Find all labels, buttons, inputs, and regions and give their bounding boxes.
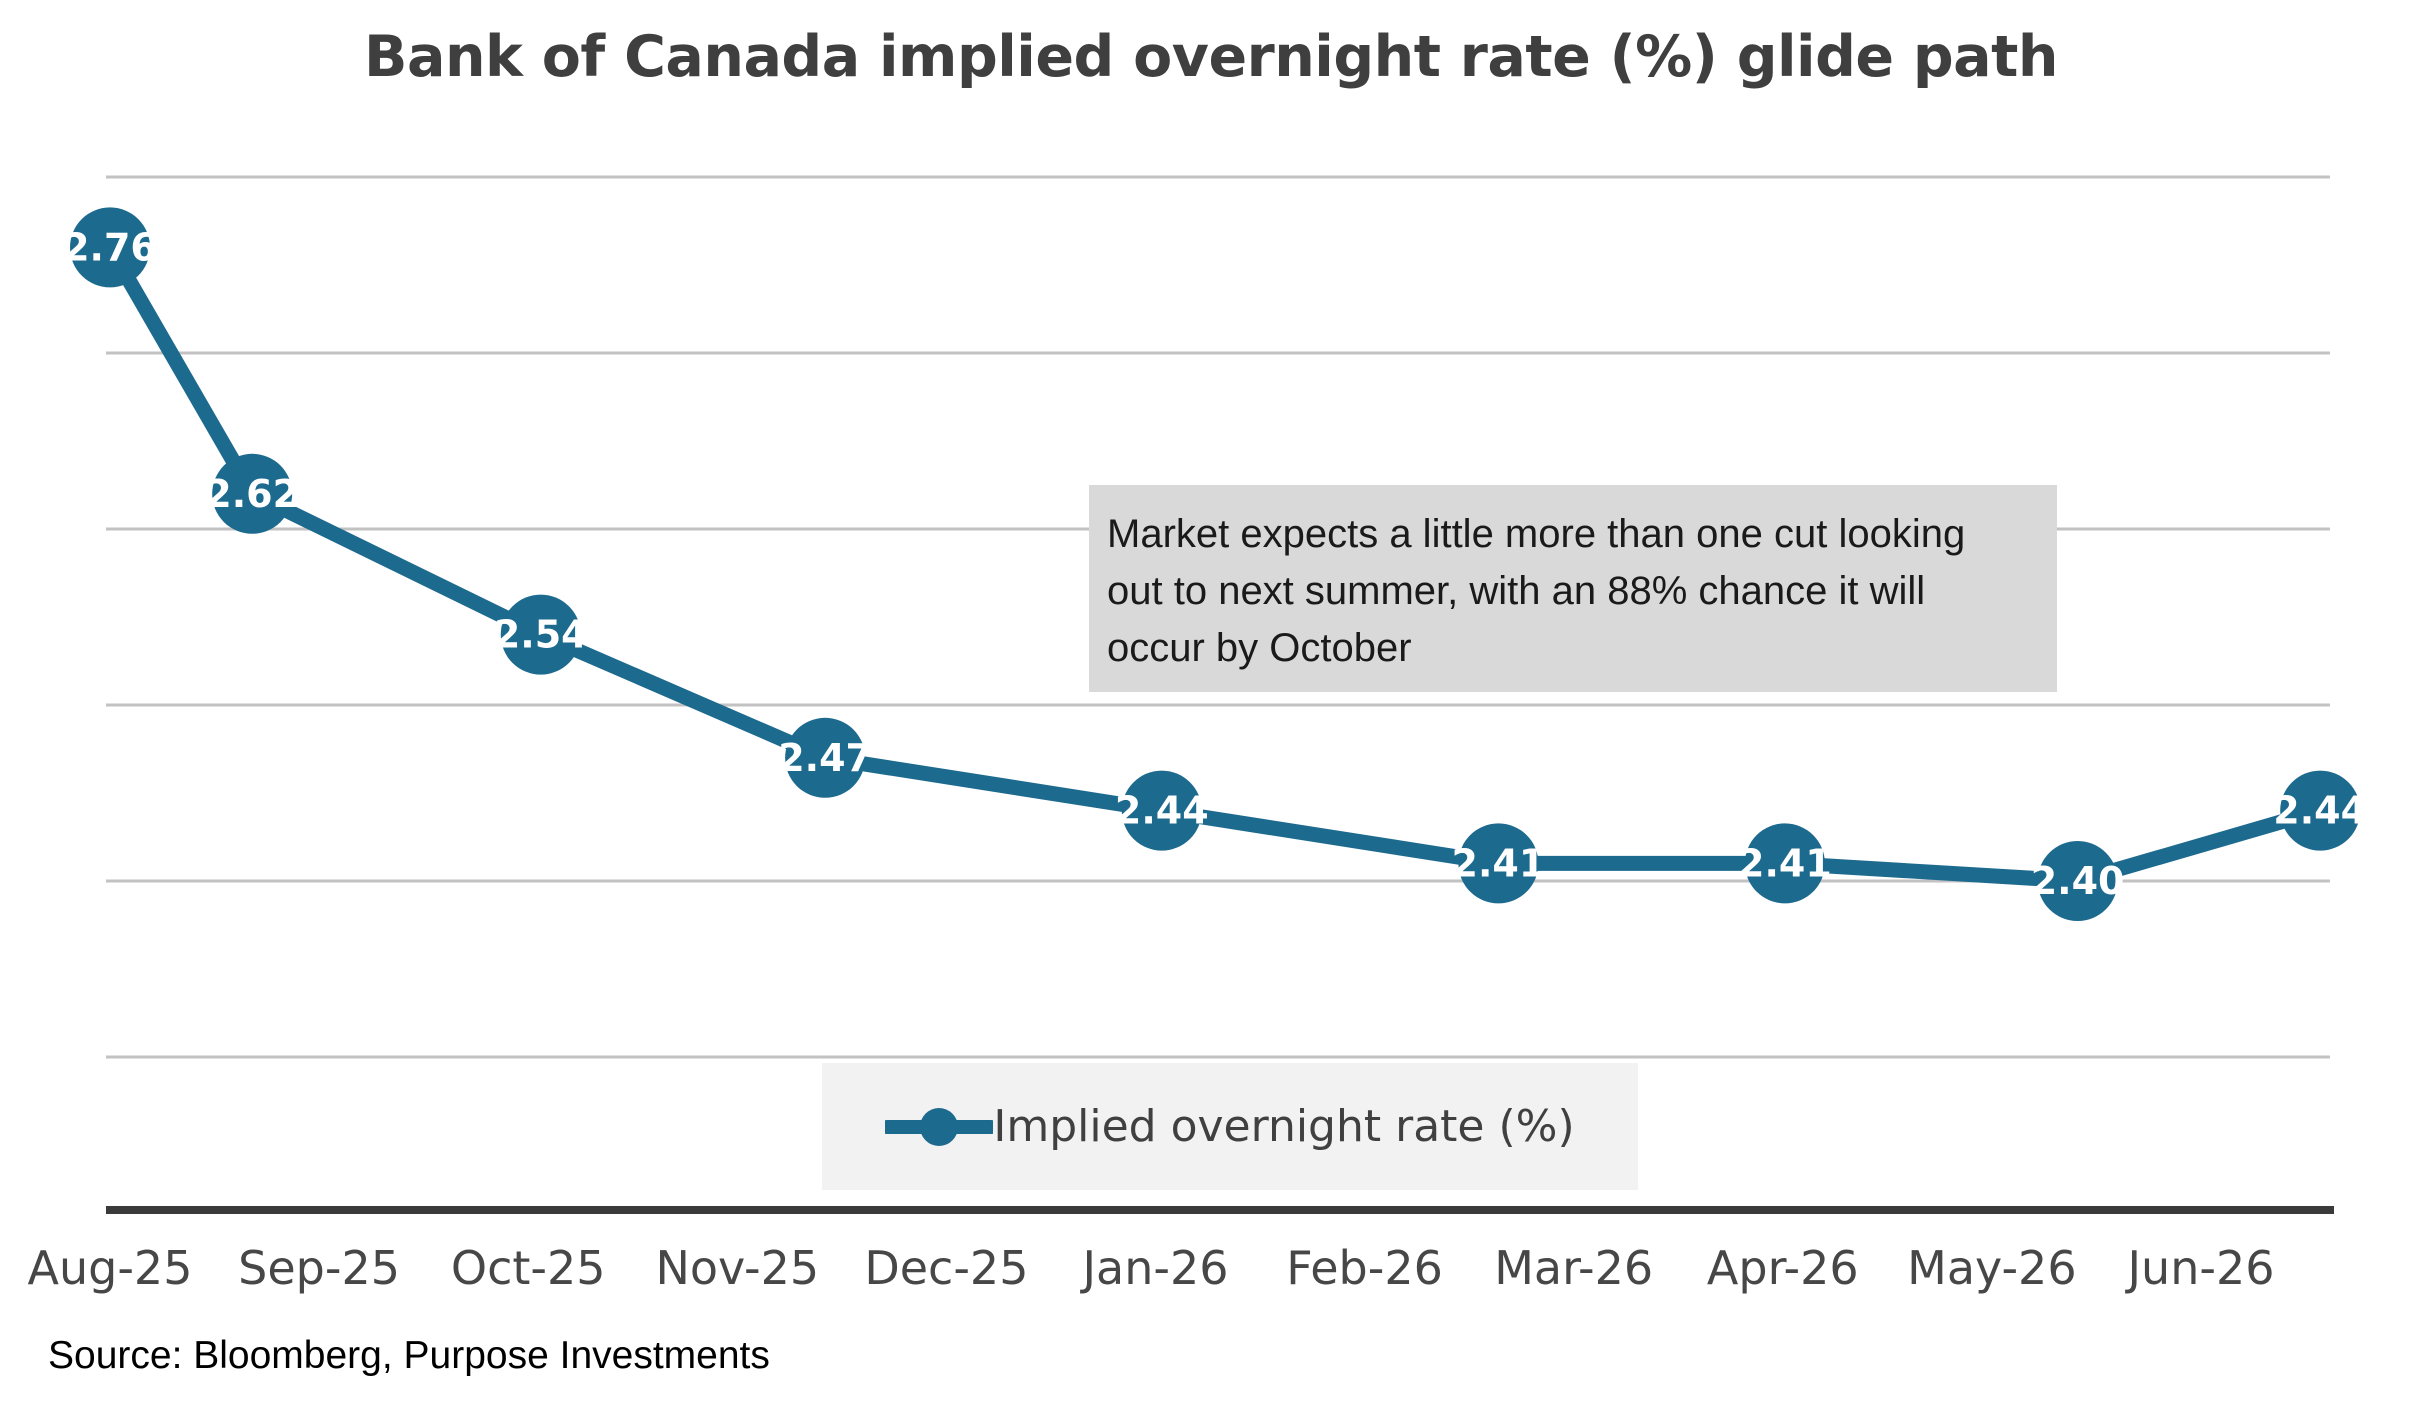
legend-label: Implied overnight rate (%): [993, 1101, 1575, 1152]
chart-title: Bank of Canada implied overnight rate (%…: [364, 24, 2058, 90]
annotation-text-line: occur by October: [1107, 626, 1412, 670]
data-point-label: 2.62: [205, 472, 299, 516]
x-axis-label: Mar-26: [1494, 1241, 1653, 1295]
data-point-marker: [2280, 770, 2361, 851]
data-point-marker: [1121, 770, 1202, 851]
data-point-label: 2.47: [778, 736, 872, 780]
x-axis-label: Feb-26: [1286, 1241, 1443, 1295]
source-note: Source: Bloomberg, Purpose Investments: [48, 1334, 770, 1377]
annotation-box: Market expects a little more than one cu…: [1089, 485, 2057, 692]
data-point-label: 2.40: [2031, 859, 2125, 903]
x-axis-label: Oct-25: [451, 1241, 606, 1295]
data-point-label: 2.44: [1115, 789, 1209, 833]
x-axis-label: Dec-25: [864, 1241, 1028, 1295]
data-point-marker: [2037, 841, 2118, 921]
data-point-marker: [785, 717, 866, 798]
x-axis-label: Jan-26: [1079, 1241, 1228, 1295]
data-point-label: 2.41: [1452, 841, 1546, 885]
x-axis-label: Aug-25: [28, 1241, 193, 1295]
x-axis-label: Jun-26: [2124, 1241, 2274, 1295]
data-point-label: 2.44: [2273, 789, 2367, 833]
line-with-dot-icon: [885, 1105, 994, 1149]
annotation-text-line: out to next summer, with an 88% chance i…: [1107, 569, 1926, 613]
annotation-text-line: Market expects a little more than one cu…: [1107, 512, 1966, 556]
data-point-marker: [500, 594, 581, 675]
legend: Implied overnight rate (%): [822, 1063, 1638, 1190]
x-axis-label: Sep-25: [238, 1241, 400, 1295]
x-axis-label: May-26: [1907, 1241, 2076, 1295]
data-point-label: 2.76: [63, 225, 157, 269]
x-axis-label: Apr-26: [1707, 1241, 1859, 1295]
x-axis-label: Nov-25: [655, 1241, 819, 1295]
data-point-marker: [70, 207, 150, 288]
data-point-marker: [1744, 823, 1825, 904]
x-axis-line: [106, 1206, 2334, 1214]
data-point-marker: [212, 453, 293, 534]
data-point-marker: [1458, 823, 1539, 904]
data-point-label: 2.54: [494, 613, 588, 657]
data-point-label: 2.41: [1738, 841, 1832, 885]
